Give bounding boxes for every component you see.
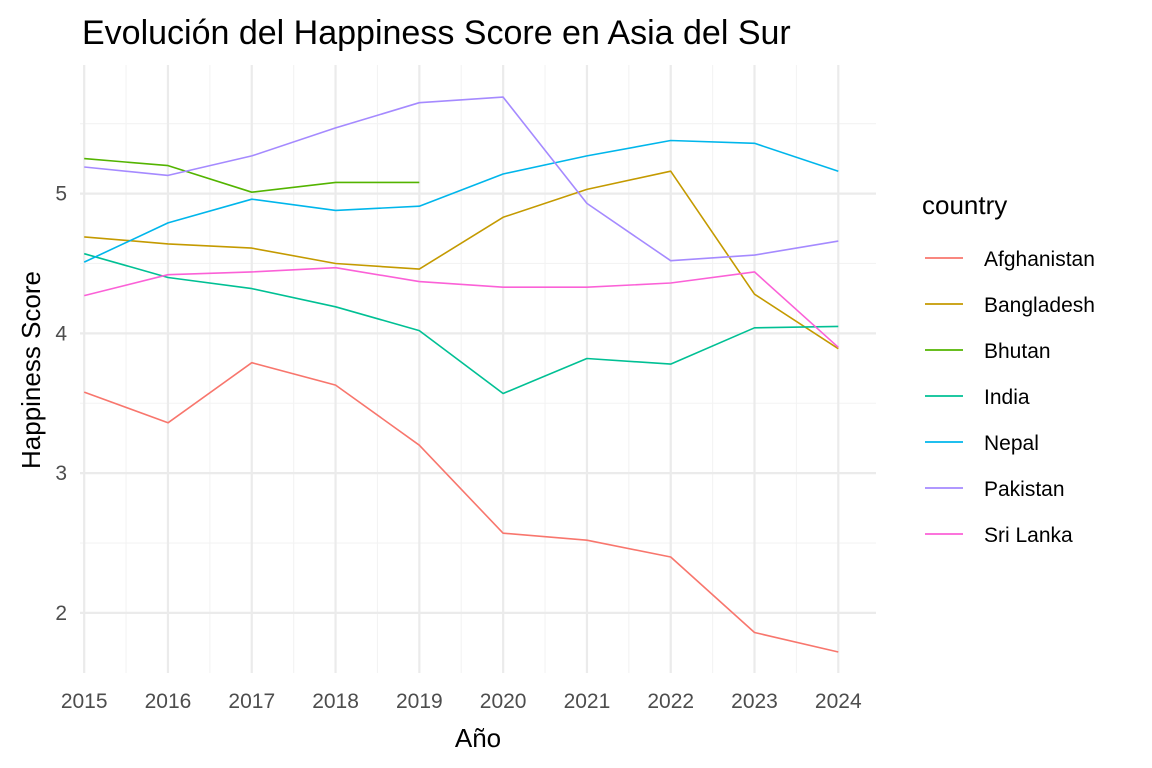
legend-label-india: India: [984, 386, 1030, 409]
series-line-pakistan: [84, 96, 839, 262]
x-tick-label: 2021: [564, 690, 611, 713]
x-tick-label: 2020: [480, 690, 527, 713]
y-tick-label: 4: [55, 322, 67, 345]
series-line-india: [83, 252, 839, 395]
series-lines: [83, 96, 839, 653]
grid: [80, 65, 876, 673]
series-line-nepal: [83, 139, 839, 263]
legend-label-pakistan: Pakistan: [984, 478, 1065, 501]
x-tick-label: 2016: [145, 690, 192, 713]
y-axis-title: Happiness Score: [16, 271, 46, 469]
series-line-bhutan: [84, 157, 420, 193]
legend-label-afghanistan: Afghanistan: [984, 248, 1095, 271]
x-tick-label: 2024: [815, 690, 862, 713]
x-tick-label: 2015: [61, 690, 108, 713]
legend-label-bhutan: Bhutan: [984, 340, 1051, 363]
legend-label-sri-lanka: Sri Lanka: [984, 524, 1073, 547]
x-tick-label: 2018: [312, 690, 359, 713]
y-tick-label: 5: [55, 183, 67, 206]
y-tick-label: 3: [55, 462, 67, 485]
x-tick-label: 2022: [647, 690, 694, 713]
x-tick-label: 2017: [228, 690, 275, 713]
legend: country Afghanistan Bangladesh Bhutan India…: [922, 190, 1095, 547]
chart-title: Evolución del Happiness Score en Asia de…: [82, 14, 791, 52]
series-line-bangladesh: [84, 170, 839, 350]
y-axis-ticks: 2 3 4 5: [55, 183, 67, 625]
x-axis-title: Año: [455, 723, 501, 753]
series-line-afghanistan: [83, 361, 839, 653]
legend-label-nepal: Nepal: [984, 432, 1039, 455]
x-tick-label: 2023: [731, 690, 778, 713]
legend-title: country: [922, 190, 1007, 220]
legend-label-bangladesh: Bangladesh: [984, 294, 1095, 317]
legend-items: Afghanistan Bangladesh Bhutan India Nepal Pak…: [925, 248, 1095, 547]
x-tick-label: 2019: [396, 690, 443, 713]
x-axis-ticks: 2015 2016 2017 2018 2019 2020 2021 2022 2023 2024: [61, 690, 862, 713]
y-tick-label: 2: [55, 602, 67, 625]
series-line-sri-lanka: [84, 266, 839, 348]
